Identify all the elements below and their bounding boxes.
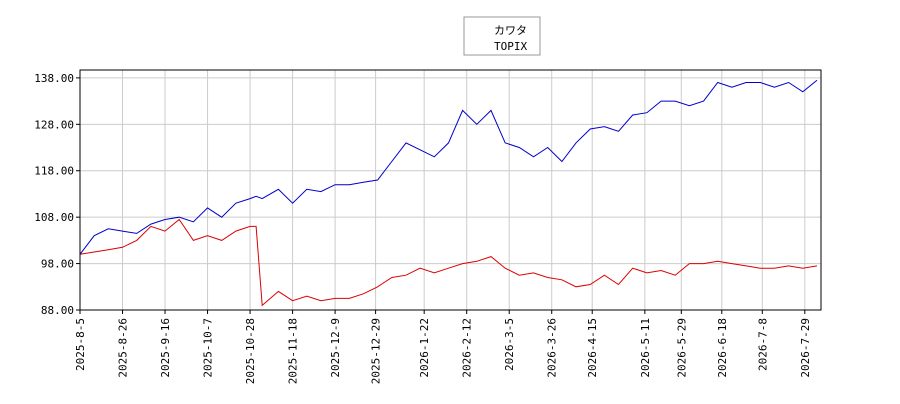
- x-tick-label: 2026-6-18: [716, 318, 729, 378]
- x-tick-label: 2026-4-15: [586, 318, 599, 378]
- x-tick-label: 2026-3-26: [546, 318, 559, 378]
- x-tick-label: 2026-7-8: [756, 318, 769, 371]
- y-tick-label: 108.00: [34, 211, 74, 224]
- x-tick-label: 2025-10-28: [244, 318, 257, 384]
- legend: [463, 16, 541, 56]
- x-tick-label: 2025-8-26: [117, 318, 130, 378]
- legend-label: TOPIX: [494, 40, 527, 53]
- series-line: [79, 218, 818, 307]
- x-tick-label: 2026-3-5: [503, 318, 516, 371]
- x-tick-label: 2025-10-7: [202, 318, 215, 378]
- x-tick-label: 2025-11-18: [287, 318, 300, 384]
- series-line: [79, 79, 818, 255]
- y-tick-label: 138.00: [34, 72, 74, 85]
- x-tick-label: 2026-5-11: [639, 318, 652, 378]
- y-tick-label: 98.00: [41, 258, 74, 271]
- x-tick-label: 2026-1-22: [418, 318, 431, 378]
- y-tick-label: 128.00: [34, 118, 74, 131]
- x-tick-label: 2025-9-16: [159, 318, 172, 378]
- x-tick-label: 2025-12-29: [370, 318, 383, 384]
- x-tick-label: 2026-2-12: [461, 318, 474, 378]
- x-tick-label: 2025-12-9: [329, 318, 342, 378]
- x-tick-label: 2026-7-29: [799, 318, 812, 378]
- x-tick-label: 2025-8-5: [74, 318, 87, 371]
- legend-label: カワタ: [494, 24, 527, 37]
- y-tick-label: 118.00: [34, 165, 74, 178]
- y-tick-label: 88.00: [41, 304, 74, 317]
- x-tick-label: 2026-5-29: [675, 318, 688, 378]
- plot-frame: [79, 69, 822, 311]
